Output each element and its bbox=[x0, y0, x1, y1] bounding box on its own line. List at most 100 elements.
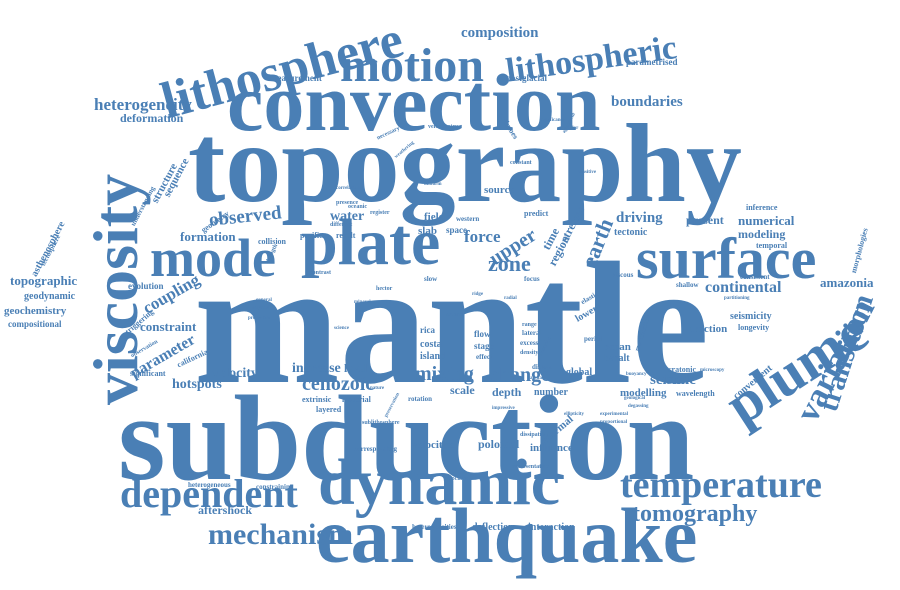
word-pacific: pacific bbox=[300, 231, 323, 240]
word-partitioning: partitioning bbox=[724, 296, 750, 301]
word-topography: topography bbox=[188, 102, 742, 226]
word-hector: hector bbox=[376, 286, 393, 292]
word-degassing: degassing bbox=[628, 404, 649, 409]
word-sensitive: sensitive bbox=[578, 170, 597, 175]
word-inference: inference bbox=[746, 203, 778, 212]
word-zone: zone bbox=[488, 251, 531, 276]
word-period: period bbox=[584, 335, 604, 343]
word-scale: scale bbox=[450, 383, 475, 397]
word-seismicity: seismicity bbox=[730, 311, 772, 322]
word-extrinsic: extrinsic bbox=[302, 395, 332, 404]
word-properties: properties bbox=[248, 316, 270, 321]
word-shallow: shallow bbox=[676, 281, 699, 289]
word-physical: physical bbox=[252, 306, 270, 311]
word-tectonic: tectonic bbox=[614, 227, 648, 238]
word-rica: rica bbox=[420, 325, 435, 335]
word-ellipticity: ellipticity bbox=[564, 412, 584, 417]
word-change: change bbox=[490, 364, 550, 386]
word-layered: layered bbox=[316, 405, 342, 414]
word-evolution: evolution bbox=[128, 281, 164, 291]
word-several: several bbox=[446, 312, 464, 318]
word-rotation: rotation bbox=[408, 395, 432, 403]
word-modeling: modeling bbox=[738, 227, 786, 241]
word-significant: significant bbox=[130, 369, 166, 378]
word-velocity: velocity bbox=[212, 366, 258, 381]
word-dynamic: dynamic bbox=[318, 446, 561, 519]
word-geochemistry: geochemistry bbox=[4, 305, 67, 317]
word-corresponding: corresponding bbox=[354, 445, 398, 453]
word-tomography: tomography bbox=[632, 501, 758, 527]
word-nature: nature bbox=[370, 386, 385, 391]
word-velocimetry: velocimetry bbox=[428, 124, 458, 130]
word-focus: focus bbox=[524, 275, 540, 283]
word-contrast: contrast bbox=[310, 270, 331, 276]
word-cratonic: cratonic bbox=[668, 365, 696, 374]
word-constant: constant bbox=[510, 160, 532, 166]
word-dependent: dependent bbox=[120, 471, 298, 516]
word-cenozoic: cenozoic bbox=[302, 373, 375, 395]
word-heterogeneities: heterogeneities bbox=[412, 523, 457, 531]
word-heterogeneous: heterogeneous bbox=[188, 481, 231, 489]
word-microscopy: microscopy bbox=[700, 368, 725, 373]
word-field: field bbox=[424, 211, 445, 223]
word-mineral: mineral bbox=[354, 300, 371, 305]
word-oceanic: oceanic bbox=[348, 204, 367, 210]
word-heterogeneity: heterogeneity bbox=[94, 95, 192, 114]
word-mode: mode bbox=[150, 228, 276, 288]
word-collision: collision bbox=[258, 237, 287, 246]
word-presence: presence bbox=[336, 200, 359, 206]
word-sublithosphere: sublithosphere bbox=[362, 420, 400, 426]
word-uniform: uniform bbox=[424, 182, 442, 187]
word-wavelength: wavelength bbox=[676, 389, 715, 398]
word-hotspots: hotspots bbox=[172, 377, 222, 392]
word-lateral: lateral bbox=[522, 329, 542, 337]
word-excess: excess bbox=[520, 339, 539, 347]
word-interior: interior bbox=[562, 126, 579, 131]
word-dissipation: dissipation bbox=[520, 432, 548, 438]
word-space: space bbox=[446, 225, 467, 235]
word-experimental: experimental bbox=[600, 412, 629, 417]
word-postglacial: postglacial bbox=[506, 73, 548, 83]
word-traction: traction bbox=[690, 323, 728, 335]
word-ocean: ocean bbox=[604, 341, 631, 353]
word-density: density bbox=[520, 350, 539, 356]
word-associated: associated bbox=[444, 476, 470, 482]
word-geological: geological bbox=[624, 396, 646, 401]
word-general: general bbox=[256, 298, 272, 303]
word-mantle: mantle bbox=[194, 226, 710, 420]
word-subduction: subduction bbox=[118, 371, 695, 506]
word-velocities: velocities bbox=[412, 439, 455, 451]
word-effect: effect bbox=[476, 353, 493, 361]
word-motion: motion bbox=[340, 39, 484, 92]
word-geodynamic: geodynamic bbox=[24, 291, 76, 302]
word-albuar: albuar bbox=[530, 376, 545, 381]
word-slab: slab bbox=[418, 225, 437, 237]
word-formation: formation bbox=[180, 229, 236, 244]
word-longevity: longevity bbox=[738, 323, 770, 332]
word-water: water bbox=[330, 209, 365, 224]
word-distant: distant bbox=[532, 363, 553, 371]
word-viscous: viscous bbox=[612, 271, 634, 279]
word-significance: significance bbox=[540, 118, 565, 123]
word-earthquake: earthquake bbox=[316, 492, 698, 579]
word-correlation: correlation bbox=[336, 186, 360, 191]
word-temporal: temporal bbox=[756, 241, 788, 250]
word-western: western bbox=[456, 215, 480, 223]
word-aftershock: aftershock bbox=[198, 503, 252, 517]
word-composition: composition bbox=[461, 25, 539, 41]
word-result: result bbox=[336, 231, 356, 240]
word-measurement: measurement bbox=[270, 73, 322, 83]
word-ridge: ridge bbox=[472, 292, 484, 297]
word-island: island bbox=[420, 351, 446, 362]
word-increase: increase bbox=[292, 361, 341, 376]
word-boundaries: boundaries bbox=[611, 94, 683, 110]
word-proportional: proportional bbox=[600, 420, 628, 425]
word-slow: slow bbox=[424, 275, 438, 283]
word-number: number bbox=[534, 387, 568, 398]
word-parametrised: parametrised bbox=[626, 57, 678, 67]
word-radial: radial bbox=[504, 296, 517, 301]
word-consistent: consistent bbox=[740, 273, 770, 281]
word-poloidal: poloidal bbox=[478, 437, 520, 451]
word-basalt: basalt bbox=[604, 353, 630, 364]
